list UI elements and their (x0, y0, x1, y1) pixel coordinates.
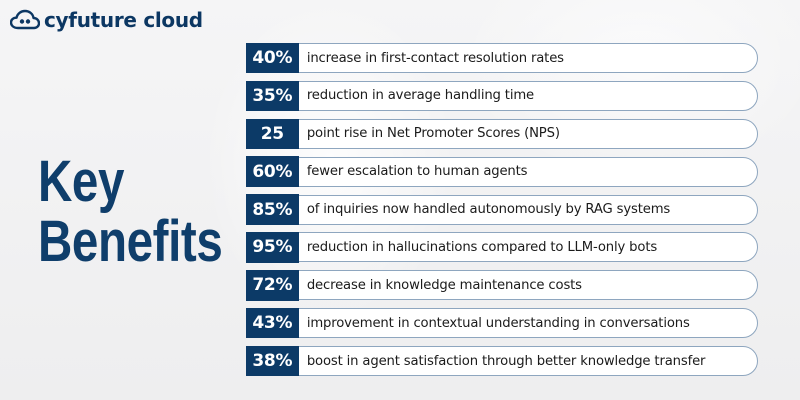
stat-description: increase in first-contact resolution rat… (306, 50, 564, 66)
stat-description: of inquiries now handled autonomously by… (306, 202, 671, 218)
stat-badge: 38% (245, 345, 299, 377)
stat-description: boost in agent satisfaction through bett… (306, 353, 706, 369)
stat-badge: 40% (245, 42, 299, 74)
list-item: 35% reduction in average handling time (245, 80, 758, 112)
list-item: 95% reduction in hallucinations compared… (245, 232, 758, 263)
stat-description: reduction in average handling time (306, 88, 534, 104)
stat-description: point rise in Net Promoter Scores (NPS) (306, 126, 560, 142)
stat-description: reduction in hallucinations compared to … (306, 239, 658, 255)
title-line-2: Benefits (38, 209, 223, 274)
stat-description: decrease in knowledge maintenance costs (306, 277, 582, 293)
page-title: Key Benefits (38, 149, 223, 274)
brand-name: cyfuture cloud (44, 8, 203, 32)
list-item: 85% of inquiries now handled autonomousl… (245, 194, 758, 225)
list-item: 72% decrease in knowledge maintenance co… (245, 270, 758, 301)
stat-description: improvement in contextual understanding … (306, 315, 690, 331)
stat-badge: 85% (245, 194, 299, 225)
stat-description: fewer escalation to human agents (306, 164, 528, 180)
stat-badge: 43% (245, 308, 299, 339)
stat-badge: 95% (245, 232, 299, 263)
list-item: 40% increase in first-contact resolution… (245, 42, 758, 74)
stat-badge: 25 (245, 118, 299, 149)
list-item: 38% boost in agent satisfaction through … (245, 345, 758, 377)
cloud-icon (10, 9, 40, 30)
stat-badge: 72% (245, 270, 299, 301)
stat-badge: 60% (245, 156, 299, 187)
list-item: 25 point rise in Net Promoter Scores (NP… (245, 118, 758, 149)
list-item: 60% fewer escalation to human agents (245, 156, 758, 187)
title-line-1: Key (38, 149, 125, 214)
brand-logo[interactable]: cyfuture cloud (10, 8, 203, 32)
benefits-list: 40% increase in first-contact resolution… (245, 42, 758, 384)
list-item: 43% improvement in contextual understand… (245, 308, 758, 339)
stat-badge: 35% (245, 80, 299, 112)
